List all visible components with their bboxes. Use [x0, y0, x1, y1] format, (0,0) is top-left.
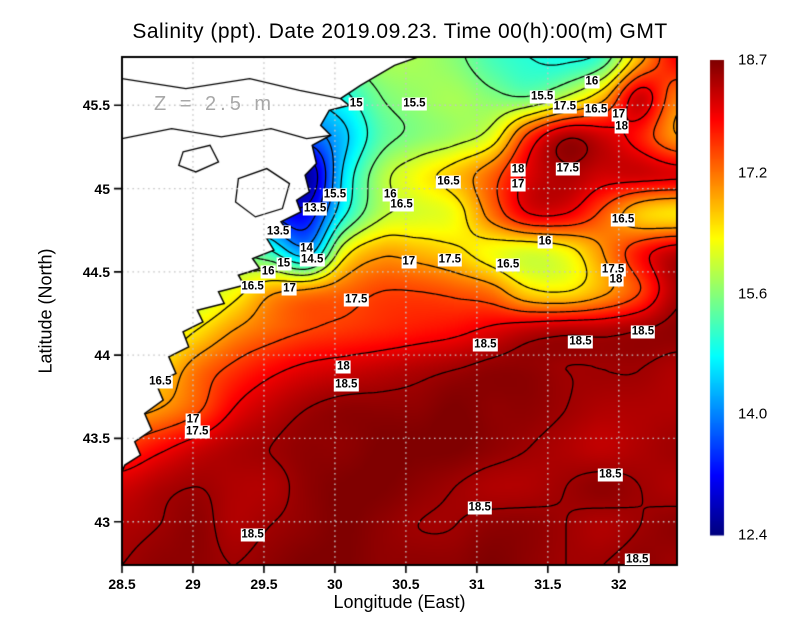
y-tick-label: 45.5 — [82, 97, 110, 114]
x-axis-label: Longitude (East) — [333, 592, 466, 612]
y-tick-label: 43 — [94, 513, 110, 530]
x-tick-label: 29.5 — [250, 576, 278, 592]
depth-annotation: Z = 2.5 m — [154, 93, 276, 115]
x-tick-label: 28.5 — [108, 576, 136, 592]
x-tick-label: 30.5 — [392, 576, 420, 592]
y-tick-label: 44 — [94, 347, 110, 364]
y-axis-label: Latitude (North) — [35, 248, 56, 374]
x-tick-label: 29 — [185, 576, 201, 592]
chart-title: Salinity (ppt). Date 2019.09.23. Time 00… — [132, 20, 668, 43]
colorbar-tick-label: 14.0 — [738, 405, 768, 423]
x-tick-label: 30 — [327, 576, 343, 592]
colorbar-tick-label: 17.2 — [738, 164, 768, 182]
x-tick-label: 31.5 — [534, 576, 562, 592]
colorbar-tick-label: 12.4 — [738, 526, 768, 544]
x-tick-label: 31 — [469, 576, 485, 592]
colorbar-tick-label: 18.7 — [738, 51, 768, 69]
y-tick-label: 43.5 — [82, 430, 110, 447]
y-tick-label: 44.5 — [82, 263, 110, 280]
x-tick-label: 32 — [611, 576, 627, 592]
colorbar-tick-label: 15.6 — [738, 285, 768, 303]
y-tick-label: 45 — [94, 180, 110, 197]
